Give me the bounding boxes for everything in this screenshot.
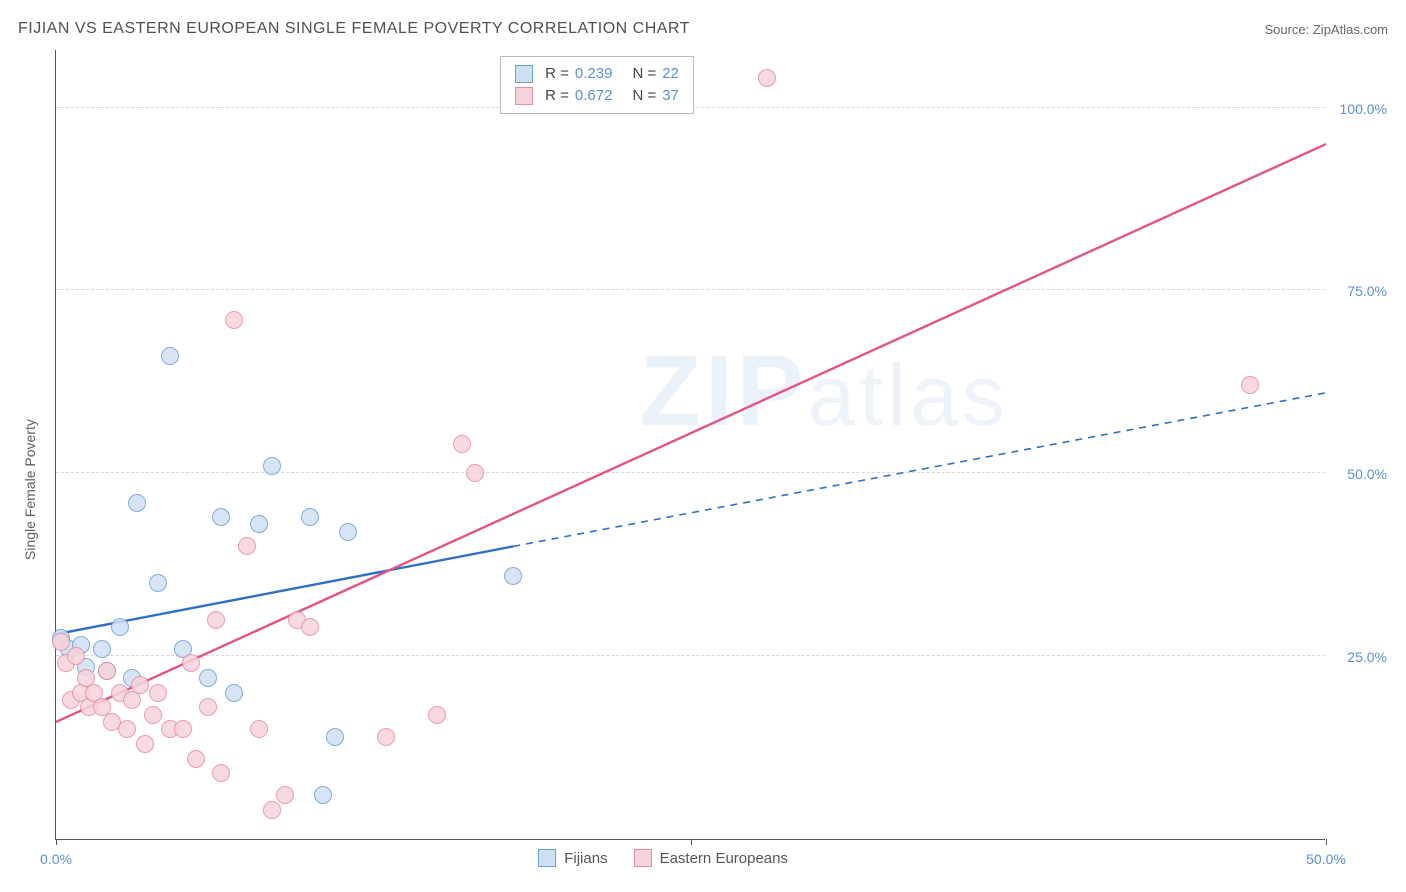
data-point [212, 764, 230, 782]
data-point [339, 523, 357, 541]
data-point [326, 728, 344, 746]
data-point [377, 728, 395, 746]
y-tick-label: 50.0% [1347, 466, 1387, 482]
data-point [250, 515, 268, 533]
data-point [238, 537, 256, 555]
data-point [428, 706, 446, 724]
data-point [128, 494, 146, 512]
data-point [136, 735, 154, 753]
data-point [250, 720, 268, 738]
data-point [149, 684, 167, 702]
stat-r-label: R = [545, 85, 569, 107]
data-point [187, 750, 205, 768]
x-tick-label: 50.0% [1306, 851, 1346, 867]
y-tick-label: 25.0% [1347, 649, 1387, 665]
legend-swatch [634, 849, 652, 867]
data-point [118, 720, 136, 738]
data-point [758, 69, 776, 87]
data-point [466, 464, 484, 482]
data-point [1241, 376, 1259, 394]
stat-r-value: 0.239 [575, 63, 613, 85]
x-tick [1326, 839, 1327, 845]
data-point [301, 618, 319, 636]
data-point [182, 654, 200, 672]
plot-area: 25.0%50.0%75.0%100.0%0.0%50.0%ZIPatlasR … [55, 50, 1325, 840]
stat-n-value: 22 [662, 63, 679, 85]
y-axis-label: Single Female Poverty [22, 419, 38, 560]
x-tick [56, 839, 57, 845]
data-point [301, 508, 319, 526]
stat-n-label: N = [632, 85, 656, 107]
data-point [131, 676, 149, 694]
stat-r-value: 0.672 [575, 85, 613, 107]
legend-swatch [538, 849, 556, 867]
data-point [225, 311, 243, 329]
data-point [149, 574, 167, 592]
data-point [276, 786, 294, 804]
data-point [174, 720, 192, 738]
data-point [98, 662, 116, 680]
data-point [314, 786, 332, 804]
legend-label: Fijians [564, 850, 607, 867]
legend-swatch [515, 65, 533, 83]
data-point [207, 611, 225, 629]
data-point [504, 567, 522, 585]
data-point [199, 698, 217, 716]
data-point [212, 508, 230, 526]
stats-legend: R = 0.239 N = 22 R = 0.672 N = 37 [500, 56, 694, 114]
stat-n-value: 37 [662, 85, 679, 107]
data-point [93, 640, 111, 658]
stat-n-label: N = [632, 63, 656, 85]
data-point [199, 669, 217, 687]
stats-row: R = 0.239 N = 22 [515, 63, 679, 85]
trend-lines [56, 49, 1326, 839]
legend-label: Eastern Europeans [660, 850, 788, 867]
chart-title: FIJIAN VS EASTERN EUROPEAN SINGLE FEMALE… [18, 20, 690, 38]
data-point [161, 347, 179, 365]
stats-row: R = 0.672 N = 37 [515, 85, 679, 107]
data-point [225, 684, 243, 702]
data-point [263, 457, 281, 475]
data-point [52, 633, 70, 651]
stat-r-label: R = [545, 63, 569, 85]
data-point [263, 801, 281, 819]
x-tick [691, 839, 692, 845]
data-point [144, 706, 162, 724]
y-tick-label: 100.0% [1340, 101, 1387, 117]
source-label: Source: ZipAtlas.com [1264, 22, 1388, 37]
data-point [67, 647, 85, 665]
x-tick-label: 0.0% [40, 851, 72, 867]
legend-item: Fijians [538, 849, 607, 867]
data-point [453, 435, 471, 453]
series-legend: Fijians Eastern Europeans [538, 849, 788, 867]
legend-item: Eastern Europeans [634, 849, 788, 867]
legend-swatch [515, 87, 533, 105]
y-tick-label: 75.0% [1347, 283, 1387, 299]
data-point [111, 618, 129, 636]
